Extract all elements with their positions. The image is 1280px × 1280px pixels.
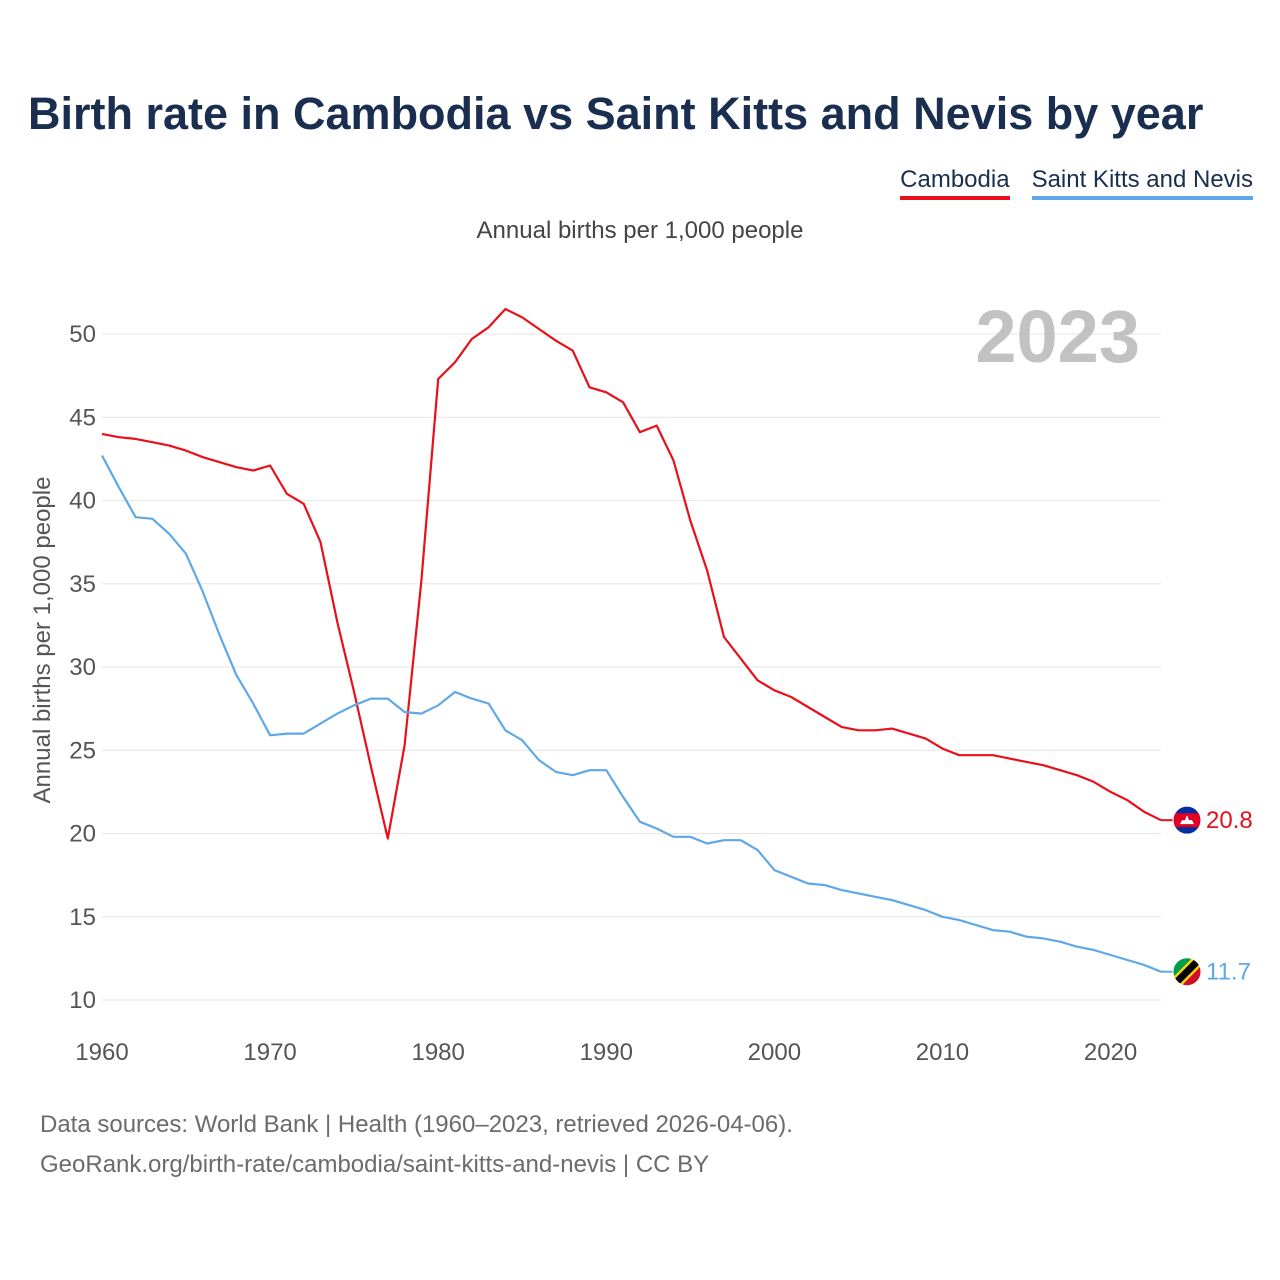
y-axis-ticks: 10 15 20 25 30 35 40 45 50	[69, 321, 96, 1014]
end-value-label: 20.8	[1206, 807, 1253, 834]
legend-item-cambodia[interactable]: Cambodia	[900, 166, 1010, 200]
source-line-url[interactable]: GeoRank.org/birth-rate/cambodia/saint-ki…	[40, 1151, 710, 1178]
y-tick-label: 20	[69, 821, 96, 848]
x-tick-label: 1960	[75, 1039, 128, 1066]
source-note: Data sources: World Bank | Health (1960–…	[40, 1105, 793, 1185]
y-tick-label: 15	[69, 904, 96, 931]
y-tick-label: 25	[69, 737, 96, 764]
x-tick-label: 2010	[916, 1039, 969, 1066]
source-line-data: Data sources: World Bank | Health (1960–…	[40, 1111, 793, 1138]
end-value-label: 11.7	[1206, 959, 1251, 986]
series-line-cambodia	[101, 307, 1162, 840]
y-tick-label: 35	[69, 571, 96, 598]
x-tick-label: 1970	[243, 1039, 296, 1066]
flag-cambodia-icon	[1172, 805, 1202, 835]
gridlines	[102, 333, 1161, 1001]
y-tick-label: 40	[69, 488, 96, 515]
series-line-saint-kitts-and-nevis	[101, 454, 1162, 973]
series-end-markers: 20.8 11.7	[1161, 805, 1253, 987]
y-axis-label: Annual births per 1,000 people	[29, 477, 56, 804]
x-tick-label: 2000	[748, 1039, 801, 1066]
line-chart: 2023 Annual births per 1,000 people 10 15…	[29, 295, 1253, 1066]
y-tick-label: 45	[69, 404, 96, 431]
x-tick-label: 2020	[1084, 1039, 1137, 1066]
y-tick-label: 50	[69, 321, 96, 348]
x-axis-ticks: 1960 1970 1980 1990 2000 2010 2020	[75, 1039, 1137, 1066]
chart-title: Birth rate in Cambodia vs Saint Kitts an…	[28, 88, 1204, 139]
legend: Cambodia Saint Kitts and Nevis	[900, 166, 1253, 200]
series-lines	[101, 307, 1162, 973]
year-watermark: 2023	[975, 295, 1140, 378]
flag-saint-kitts-and-nevis-icon	[1172, 957, 1202, 987]
x-tick-label: 1990	[580, 1039, 633, 1066]
y-tick-label: 10	[69, 987, 96, 1014]
x-tick-label: 1980	[411, 1039, 464, 1066]
legend-item-saint-kitts-and-nevis[interactable]: Saint Kitts and Nevis	[1031, 166, 1253, 200]
y-tick-label: 30	[69, 654, 96, 681]
chart-subtitle: Annual births per 1,000 people	[476, 217, 804, 244]
